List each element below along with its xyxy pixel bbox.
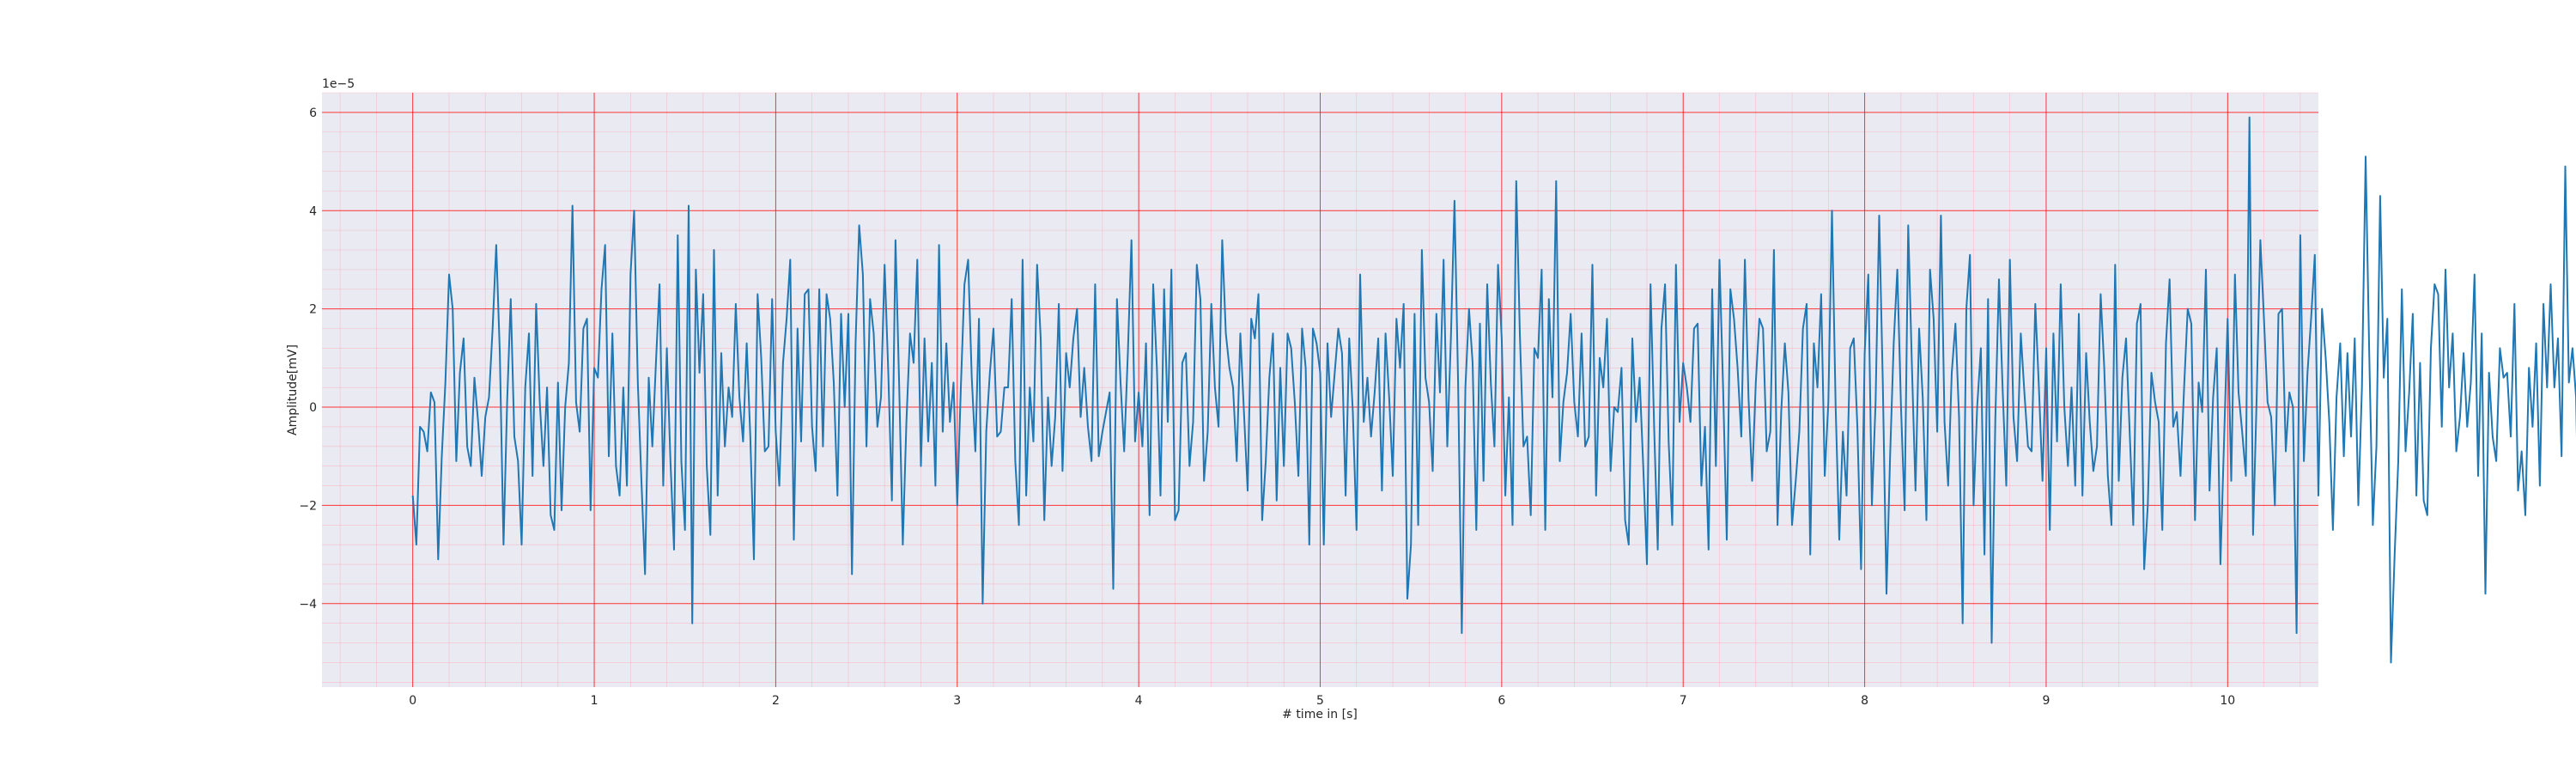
x-tick-label: 4 <box>1135 694 1143 708</box>
x-tick-label: 3 <box>953 694 961 708</box>
x-tick-label: 7 <box>1680 694 1687 708</box>
x-tick-label: 1 <box>591 694 598 708</box>
y-tick-label: 6 <box>309 107 317 120</box>
x-axis-label: # time in [s] <box>1282 708 1358 721</box>
x-tick-label: 6 <box>1498 694 1505 708</box>
y-tick-label: −4 <box>299 598 317 612</box>
series-line <box>411 116 2576 664</box>
x-tick-label: 0 <box>409 694 416 708</box>
x-tick-label: 9 <box>2042 694 2050 708</box>
series-layer <box>411 116 2576 664</box>
y-tick-label: −2 <box>299 499 317 513</box>
y-tick-label: 2 <box>309 303 317 317</box>
x-tick-label: 8 <box>1861 694 1868 708</box>
x-tick-label: 5 <box>1316 694 1324 708</box>
x-axis-ticks: 0 1 2 3 4 5 6 7 8 9 10 <box>409 694 2235 708</box>
y-axis-label: Amplitude[mV] <box>286 344 300 435</box>
y-axis-ticks: −4 −2 0 2 4 6 <box>299 107 317 612</box>
x-tick-label: 2 <box>772 694 780 708</box>
y-tick-label: 4 <box>309 204 317 218</box>
x-tick-label: 10 <box>2220 694 2235 708</box>
major-grid <box>322 93 2318 687</box>
y-scale-label: 1e−5 <box>322 77 355 91</box>
y-tick-label: 0 <box>309 401 317 415</box>
